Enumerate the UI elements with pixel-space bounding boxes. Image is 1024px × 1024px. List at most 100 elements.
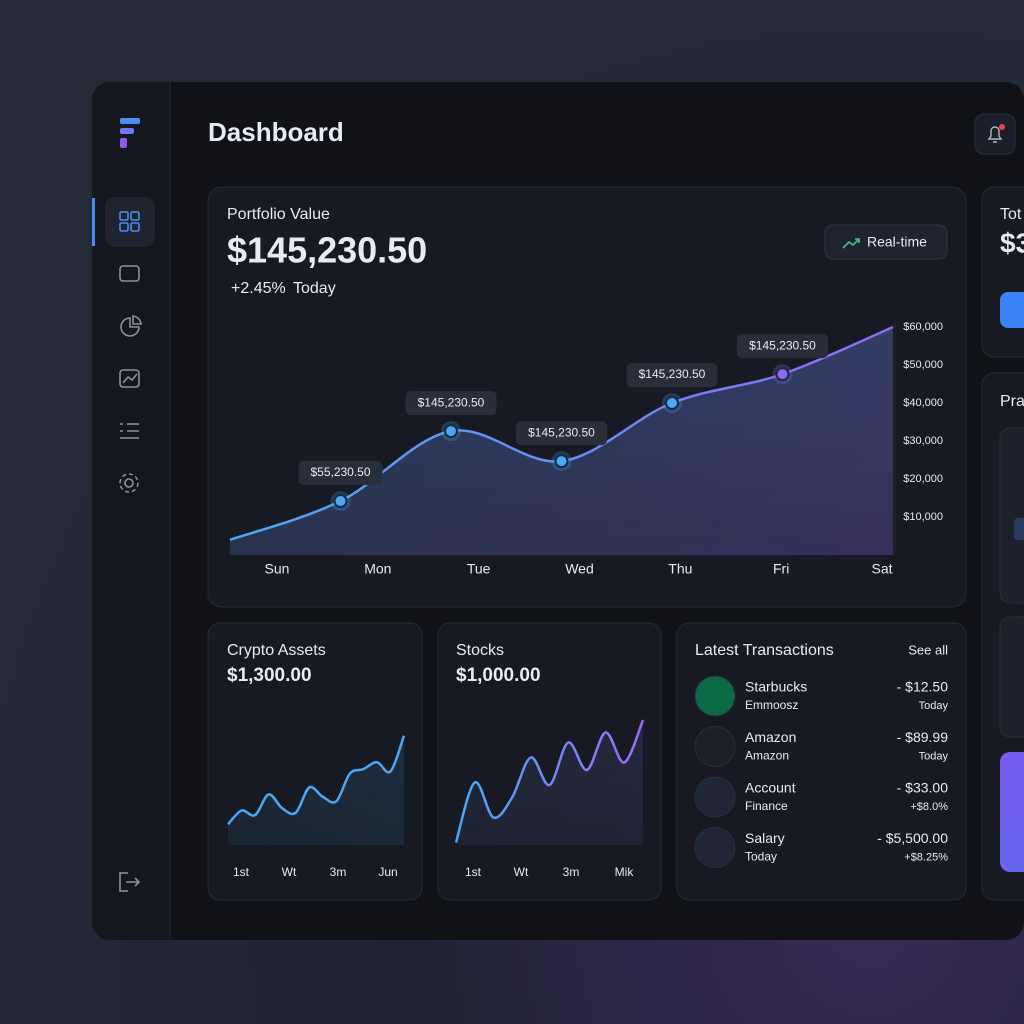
trend-icon	[842, 238, 860, 249]
nav-list[interactable]	[120, 423, 139, 439]
transactions-title: Latest Transactions	[695, 642, 834, 659]
x-tick-label: Mon	[364, 561, 391, 577]
callout-box	[405, 391, 497, 416]
crypto-label: Crypto Assets	[227, 642, 326, 659]
see-all-link[interactable]: See all	[908, 642, 948, 657]
balance-amount: $3	[1000, 227, 1024, 258]
merchant-icon	[694, 675, 736, 717]
realtime-label: Real-time	[867, 234, 927, 250]
callout-label: $145,230.50	[639, 367, 706, 381]
y-tick-label: $60,000	[903, 321, 943, 333]
transactions-card	[676, 622, 967, 901]
point	[775, 367, 790, 382]
tx-sub: Finance	[745, 799, 788, 813]
tx-note: Today	[919, 750, 949, 762]
line	[227, 735, 406, 826]
x-tick-label: Wt	[514, 865, 529, 879]
panel-title: Pra	[1000, 393, 1024, 410]
stocks-chart: 1st Wt 3m Mik	[454, 719, 645, 879]
x-tick-label: Sun	[265, 561, 290, 577]
x-tick-label: Wt	[282, 865, 297, 879]
merchant-icon	[694, 726, 736, 767]
tx-sub: Emmoosz	[745, 698, 798, 712]
x-tick-label: Sat	[871, 561, 892, 577]
portfolio-label: Portfolio Value	[227, 206, 330, 223]
tx-amount: - $5,500.00	[877, 830, 948, 846]
callout-label: $55,230.50	[310, 465, 370, 479]
x-tick-label: Mik	[615, 865, 635, 879]
tx-name: Salary	[745, 830, 785, 846]
point	[444, 424, 458, 439]
promo-card	[1000, 752, 1024, 872]
portfolio-chart: $10,000 $20,000 $30,000 $40,000 $50,000 $60,0…	[229, 321, 943, 577]
merchant-icon	[694, 827, 736, 868]
notification-dot	[999, 124, 1005, 130]
y-tick-label: $30,000	[903, 435, 943, 447]
nav-dashboard[interactable]	[105, 197, 155, 247]
notification-button[interactable]	[974, 113, 1016, 155]
tx-name: Starbucks	[745, 679, 807, 695]
callout-box	[516, 421, 607, 446]
x-tick-label: Thu	[668, 561, 692, 577]
stocks-label: Stocks	[456, 642, 504, 659]
transaction-list: Starbucks Emmoosz - $12.50 Today Amazon Amazo…	[694, 675, 949, 868]
callout-label: $145,230.50	[418, 395, 485, 409]
tx-amount: - $12.50	[897, 679, 949, 695]
portfolio-period: Today	[293, 280, 336, 297]
balance-title: Tot	[1000, 206, 1022, 223]
nav-pie[interactable]	[120, 315, 142, 337]
panel-subcard-2	[999, 616, 1024, 738]
point	[665, 396, 679, 410]
balance-button[interactable]	[1000, 292, 1024, 328]
tx-amount: - $33.00	[897, 780, 949, 796]
point	[554, 454, 569, 469]
nav-analytics-line	[122, 373, 138, 384]
callout-box	[737, 334, 828, 359]
x-tick-label: Fri	[773, 561, 789, 577]
page-title: Dashboard	[208, 117, 344, 147]
tx-note: +$8.25%	[904, 851, 948, 863]
bell-icon	[987, 126, 1003, 143]
x-tick-label: 3m	[563, 865, 580, 879]
panel-subcard-bar	[1014, 518, 1024, 540]
nav-wallet[interactable]	[119, 265, 140, 282]
y-tick-label: $50,000	[903, 359, 943, 371]
crypto-chart: 1st Wt 3m Jun	[227, 735, 406, 879]
nav-settings[interactable]	[124, 478, 134, 488]
stocks-amount: $1,000.00	[456, 665, 541, 686]
nav-analytics[interactable]	[119, 369, 140, 388]
nav-settings-gear	[119, 473, 139, 493]
panel-subcard	[999, 427, 1024, 604]
point	[333, 494, 348, 509]
y-tick-label: $40,000	[903, 397, 943, 409]
merchant-icon	[694, 776, 736, 818]
logo	[120, 118, 140, 148]
nav-logout[interactable]	[119, 872, 141, 892]
realtime-badge[interactable]	[824, 224, 948, 260]
tx-amount: - $89.99	[897, 729, 949, 745]
x-tick-label: 3m	[330, 865, 347, 879]
callout-label: $145,230.50	[749, 338, 816, 352]
line	[454, 719, 645, 843]
y-tick-label: $20,000	[903, 473, 943, 485]
x-tick-label: Wed	[565, 561, 594, 577]
tx-note: +$8.0%	[910, 801, 948, 813]
portfolio-change: +2.45%	[231, 280, 286, 297]
tx-note: Today	[919, 700, 949, 712]
x-tick-label: 1st	[465, 865, 482, 879]
active-indicator	[92, 198, 95, 246]
tx-sub: Today	[745, 850, 777, 864]
tx-name: Account	[745, 780, 796, 796]
area-fill	[230, 327, 893, 555]
callout-box	[298, 461, 383, 486]
app-window: Dashboard Portfolio Value $145,230.50 +2…	[92, 82, 1024, 940]
callout-box	[626, 363, 718, 387]
y-tick-label: $10,000	[903, 511, 943, 523]
portfolio-amount: $145,230.50	[227, 230, 427, 271]
x-tick-label: Tue	[467, 561, 491, 577]
tx-name: Amazon	[745, 729, 796, 745]
tx-sub: Amazon	[745, 749, 789, 763]
crypto-amount: $1,300.00	[227, 665, 312, 686]
